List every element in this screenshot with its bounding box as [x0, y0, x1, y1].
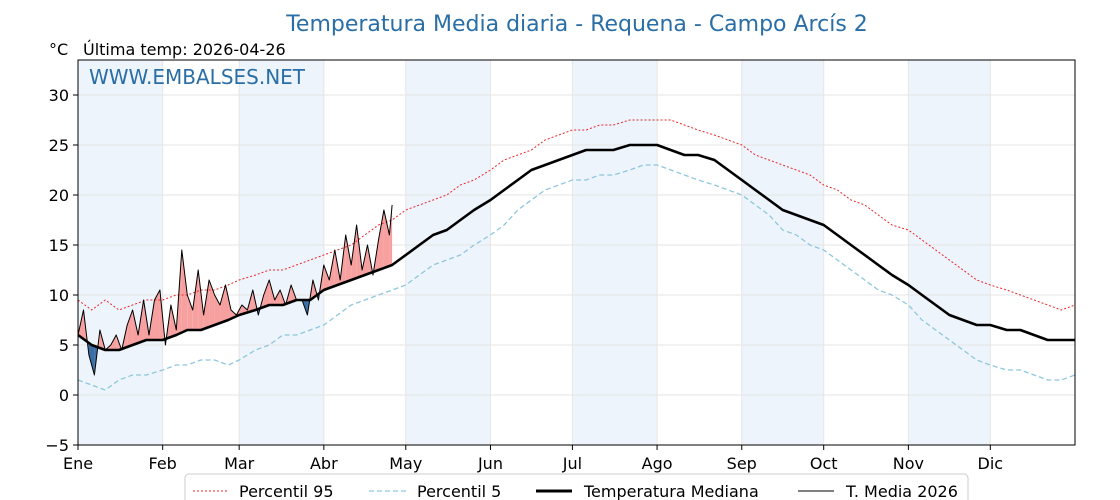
y-tick-label: 25: [49, 136, 69, 155]
fill-above-median: [110, 335, 117, 350]
month-shade-2: [239, 60, 324, 445]
fill-above-median: [127, 310, 133, 347]
unit-label: °C: [49, 40, 68, 59]
x-tick-label: Ene: [63, 454, 93, 473]
x-tick-label: Jul: [562, 454, 582, 473]
y-tick-label: 30: [49, 86, 69, 105]
y-tick-label: 15: [49, 236, 69, 255]
line-percentil-5: [77, 164, 1076, 391]
fill-above-median: [154, 290, 160, 340]
x-tick-label: Mar: [224, 454, 255, 473]
x-tick-label: Sep: [727, 454, 757, 473]
fill-above-median: [378, 210, 384, 270]
plot-frame: [77, 59, 1076, 446]
last-temp-label: Última temp: 2026-04-26: [83, 40, 286, 59]
month-shade-10: [908, 60, 991, 445]
x-tick-label: Jun: [477, 454, 503, 473]
fill-above-median: [274, 290, 281, 305]
fill-above-median: [323, 265, 330, 290]
legend-box: [184, 473, 969, 500]
month-shade-0: [78, 60, 163, 445]
fill-above-median: [181, 250, 188, 333]
x-tick-label: May: [389, 454, 422, 473]
legend-label-current: T. Media 2026: [845, 482, 958, 500]
x-tick-label: Nov: [893, 454, 924, 473]
fill-above-median: [345, 235, 352, 282]
line-t-media-2026: [77, 204, 393, 376]
fill-above-median: [263, 280, 270, 307]
x-tick-label: Abr: [310, 454, 338, 473]
fill-above-median: [192, 270, 199, 330]
fill-above-median: [389, 205, 393, 266]
line-percentil-95: [77, 119, 1076, 311]
line-temperatura-mediana: [77, 143, 1075, 352]
chart-title: Temperatura Media diaria - Requena - Cam…: [285, 12, 868, 37]
y-tick-label: 10: [49, 286, 69, 305]
fill-above-median: [220, 285, 226, 323]
fill-above-median: [203, 280, 210, 329]
month-shade-6: [572, 60, 658, 445]
fill-above-median: [225, 285, 231, 321]
legend: Percentil 95 Percentil 5 Temperatura Med…: [184, 473, 969, 500]
fill-above-median: [132, 310, 139, 345]
y-tick-label: 20: [49, 186, 69, 205]
fill-above-median: [187, 295, 193, 330]
y-tick-label: 5: [59, 336, 69, 355]
legend-label-p95: Percentil 95: [239, 482, 334, 500]
y-tick-label: −5: [45, 436, 69, 455]
watermark-text: WWW.EMBALSES.NET: [89, 65, 306, 89]
fill-below-median: [88, 343, 95, 375]
x-tick-label: Feb: [149, 454, 177, 473]
y-tick-label: 0: [59, 386, 69, 405]
fill-above-median: [383, 210, 390, 268]
legend-label-p5: Percentil 5: [417, 482, 501, 500]
x-tick-label: Ago: [642, 454, 673, 473]
month-shade-8: [741, 60, 824, 445]
x-tick-label: Dic: [978, 454, 1004, 473]
legend-label-median: Temperatura Mediana: [583, 482, 759, 500]
month-shade-4: [405, 60, 491, 445]
x-tick-label: Oct: [810, 454, 838, 473]
